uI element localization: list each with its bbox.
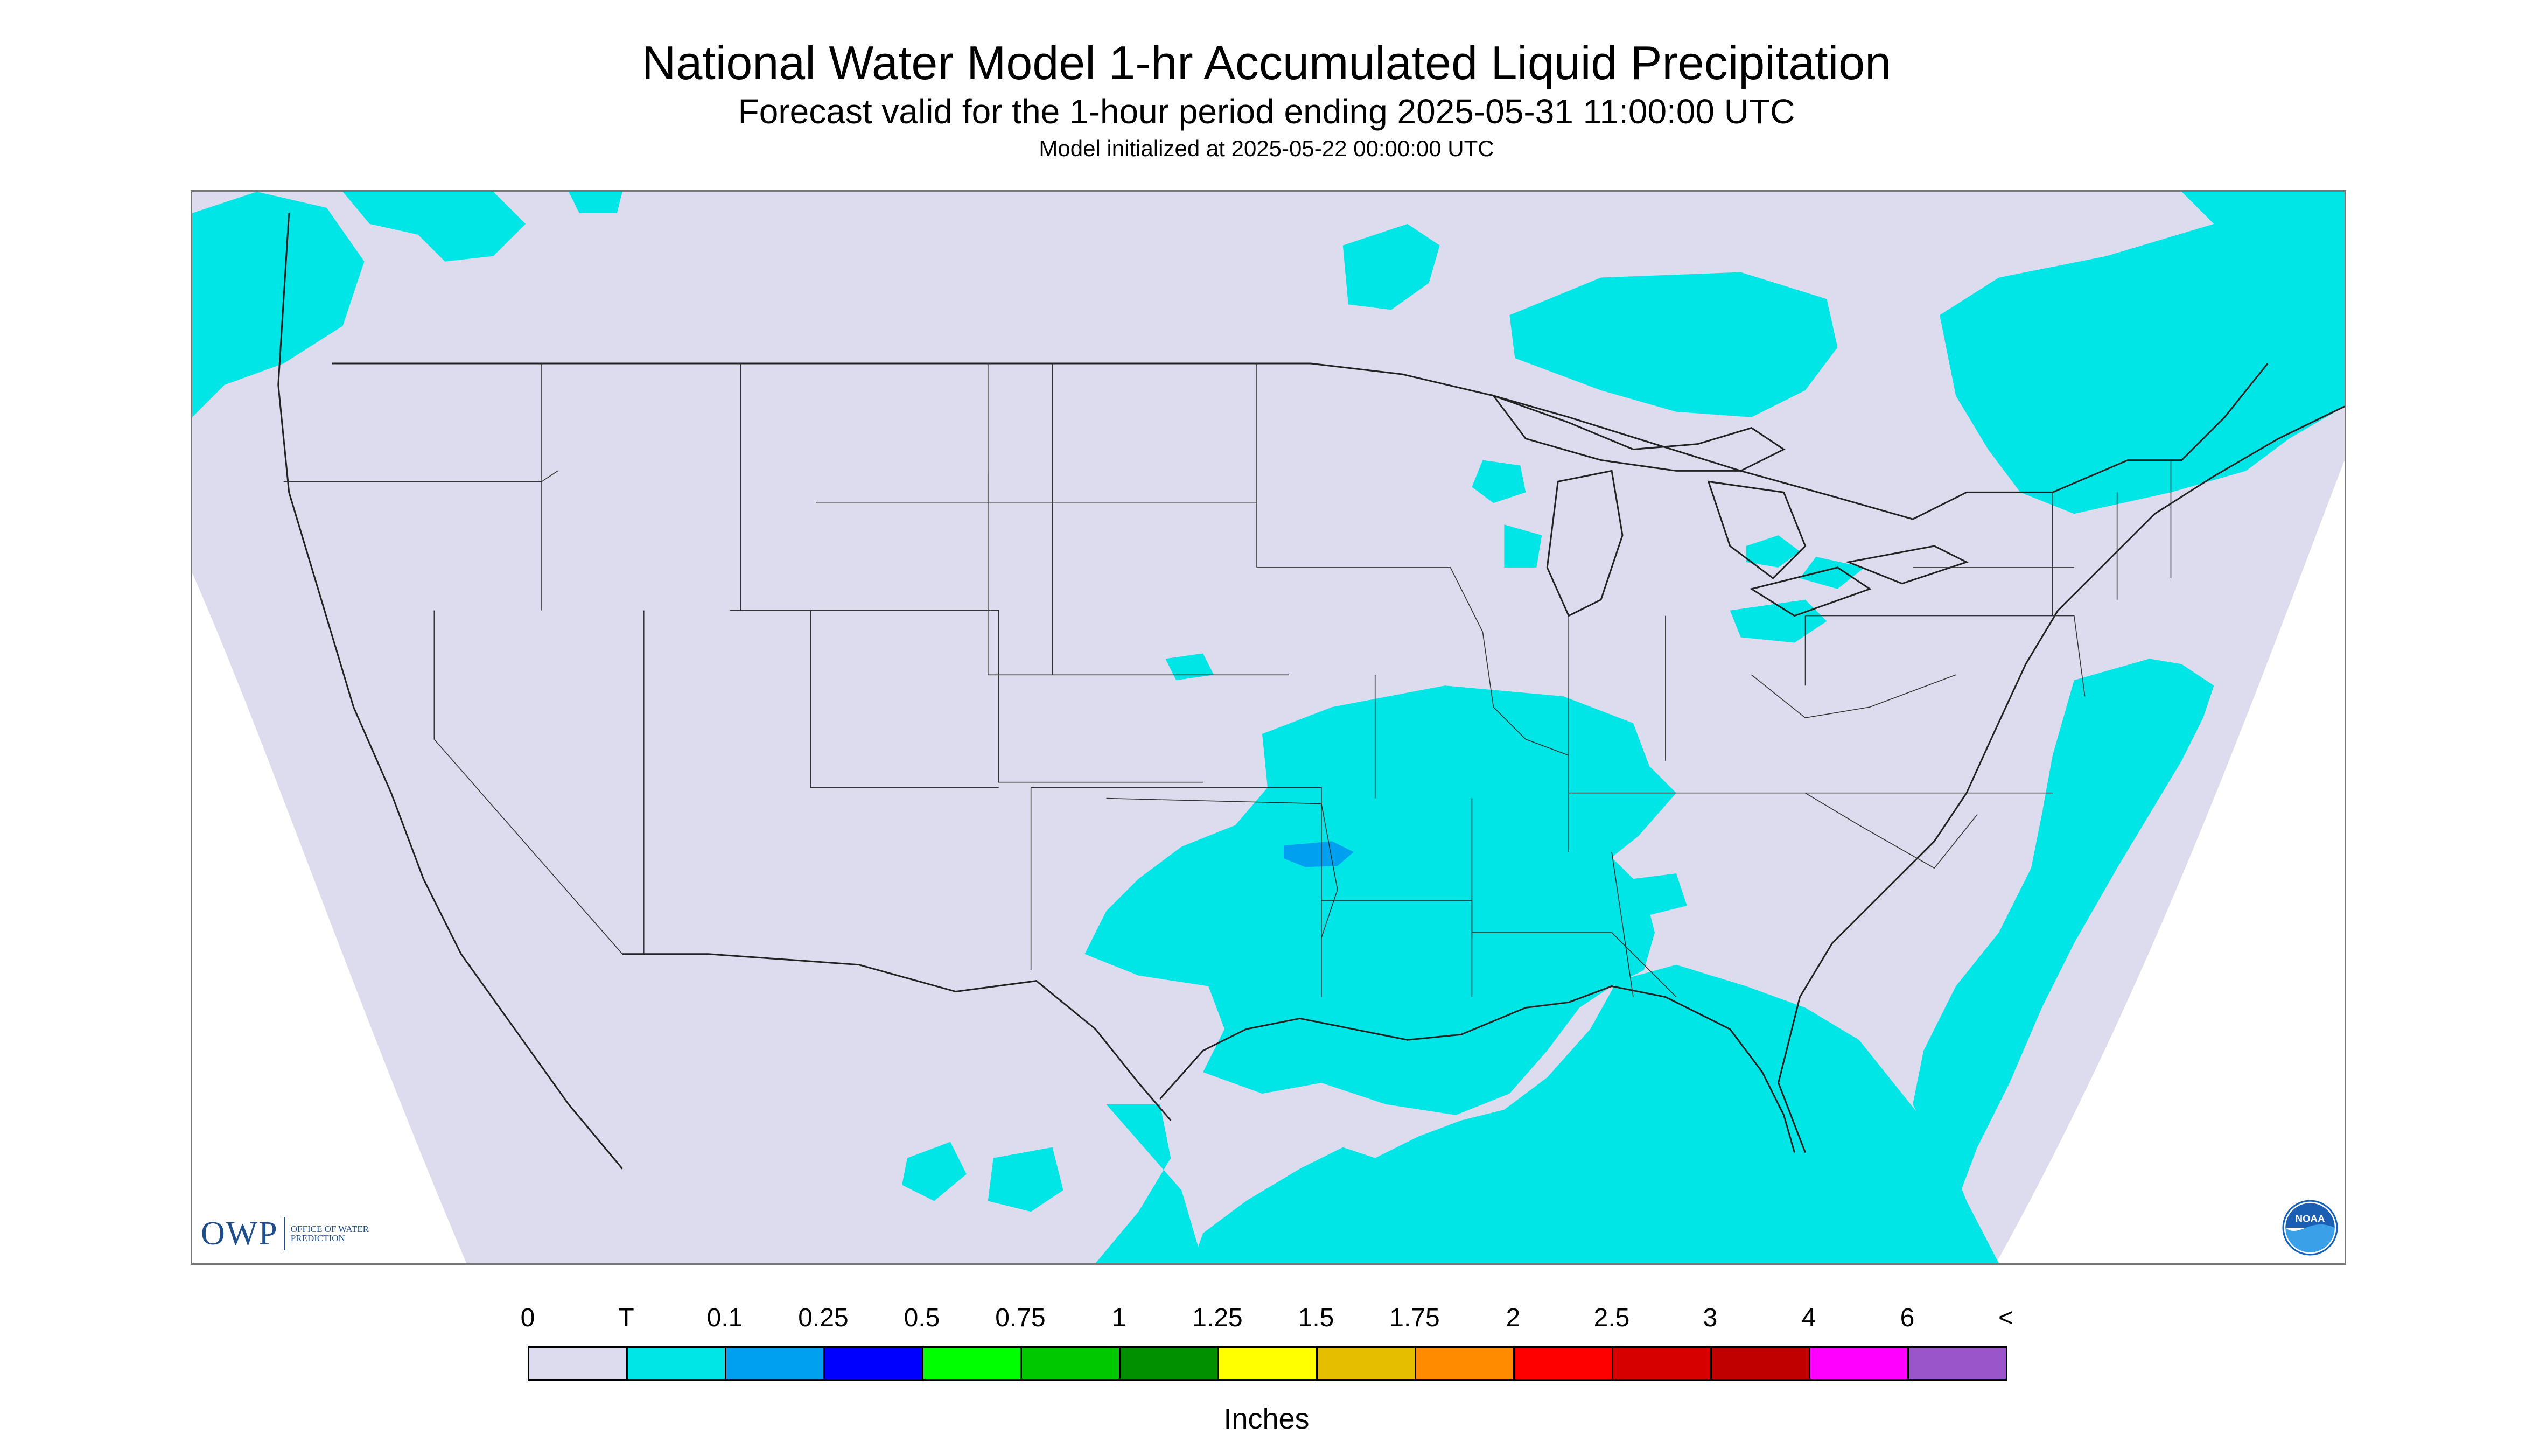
precipitation-map: OWP Office of Water Prediction NOAA bbox=[191, 190, 2346, 1265]
political-boundaries bbox=[277, 213, 2345, 1170]
legend-swatch bbox=[1612, 1346, 1712, 1381]
owp-logo-letters: OWP bbox=[201, 1215, 278, 1252]
owp-logo-text: Office of Water Prediction bbox=[290, 1224, 369, 1243]
map-subtitle: Forecast valid for the 1-hour period end… bbox=[738, 92, 1795, 131]
legend-tick-label: T bbox=[618, 1304, 634, 1332]
noaa-logo: NOAA bbox=[2282, 1200, 2338, 1256]
model-init-time: Model initialized at 2025-05-22 00:00:00… bbox=[1039, 136, 1494, 161]
legend-swatch bbox=[922, 1346, 1022, 1381]
legend-tick-label: < bbox=[1998, 1304, 2014, 1332]
legend-tick-label: 3 bbox=[1703, 1304, 1718, 1332]
legend-swatch bbox=[725, 1346, 825, 1381]
legend-swatch bbox=[823, 1346, 923, 1381]
legend-swatch bbox=[1415, 1346, 1515, 1381]
legend-swatch bbox=[1119, 1346, 1219, 1381]
legend-tick-label: 4 bbox=[1801, 1304, 1816, 1332]
legend-swatch bbox=[1513, 1346, 1613, 1381]
legend-swatch bbox=[1710, 1346, 1810, 1381]
legend-tick-label: 0.75 bbox=[995, 1304, 1046, 1332]
legend-tick-label: 1.5 bbox=[1298, 1304, 1334, 1332]
legend-tick-label: 2 bbox=[1506, 1304, 1521, 1332]
legend-tick-label: 0.5 bbox=[904, 1304, 940, 1332]
legend-tick-label: 6 bbox=[1900, 1304, 1915, 1332]
legend-tick-label: 0 bbox=[520, 1304, 535, 1332]
map-title: National Water Model 1-hr Accumulated Li… bbox=[641, 36, 1892, 89]
noaa-logo-text: NOAA bbox=[2295, 1213, 2325, 1224]
state-boundaries bbox=[283, 363, 2172, 998]
legend-tick-label: 2.5 bbox=[1593, 1304, 1630, 1332]
legend-tick-label: 0.1 bbox=[706, 1304, 743, 1332]
legend-swatch bbox=[1020, 1346, 1121, 1381]
color-legend bbox=[528, 1346, 2007, 1384]
legend-swatch bbox=[1907, 1346, 2007, 1381]
legend-swatch bbox=[626, 1346, 726, 1381]
legend-tick-label: 1.75 bbox=[1389, 1304, 1440, 1332]
map-canvas bbox=[192, 192, 2345, 1263]
legend-units: Inches bbox=[1223, 1403, 1310, 1435]
legend-tick-label: 1 bbox=[1111, 1304, 1126, 1332]
legend-tick-label: 0.25 bbox=[798, 1304, 849, 1332]
legend-swatch bbox=[1809, 1346, 1909, 1381]
light-precip-areas bbox=[1283, 841, 1354, 867]
legend-swatch bbox=[1316, 1346, 1416, 1381]
legend-swatch bbox=[528, 1346, 628, 1381]
legend-swatch bbox=[1217, 1346, 1318, 1381]
owp-logo-divider bbox=[283, 1217, 285, 1250]
owp-logo: OWP Office of Water Prediction bbox=[201, 1209, 372, 1258]
legend-tick-label: 1.25 bbox=[1192, 1304, 1243, 1332]
map-domain bbox=[192, 192, 2345, 1263]
